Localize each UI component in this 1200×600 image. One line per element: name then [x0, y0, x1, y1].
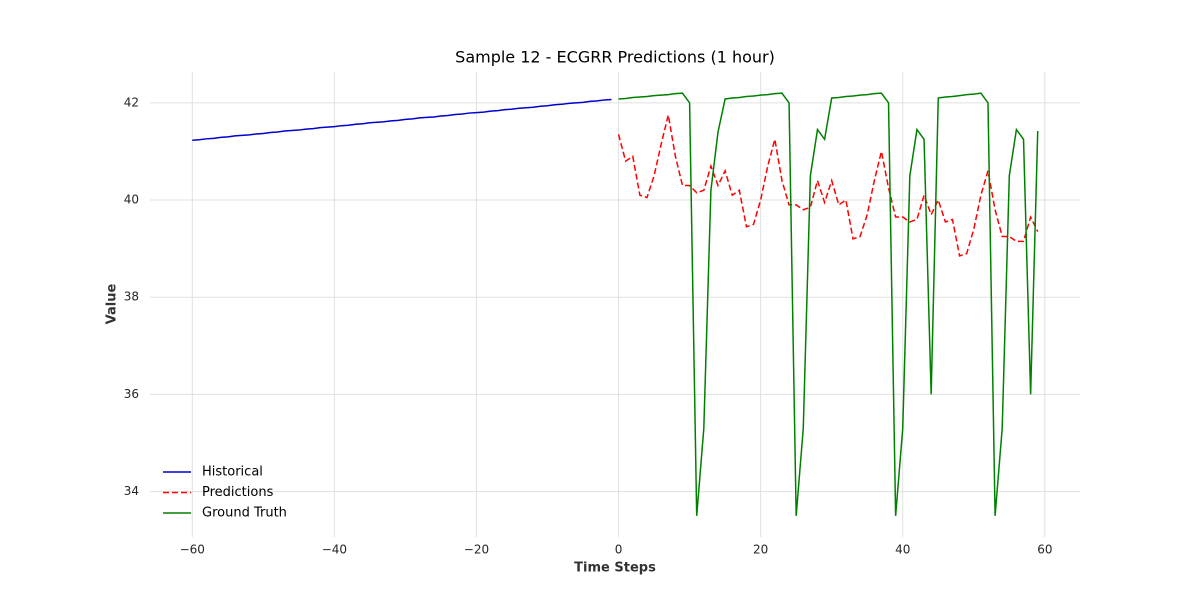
chart-title: Sample 12 - ECGRR Predictions (1 hour) [455, 48, 775, 67]
y-axis-label: Value [105, 283, 120, 324]
x-tick-label: −20 [464, 543, 489, 557]
y-tick-label: 40 [124, 193, 139, 207]
x-axis-label: Time Steps [574, 561, 656, 576]
line [617, 114, 1039, 257]
y-tick-label: 42 [124, 95, 139, 109]
x-tick-label: 40 [895, 543, 910, 557]
x-tick-label: 0 [615, 543, 623, 557]
x-tick-label: −40 [322, 543, 347, 557]
grid [150, 72, 1080, 537]
legend-label: Historical [202, 465, 263, 480]
legend-label: Predictions [202, 485, 274, 500]
line [192, 98, 612, 142]
legend: Historical Predictions Ground Truth [163, 465, 287, 521]
line [618, 92, 1039, 516]
x-tick-label: −60 [180, 543, 205, 557]
x-tick-label: 60 [1037, 543, 1052, 557]
y-tick-label: 36 [124, 387, 139, 401]
legend-label: Ground Truth [202, 506, 287, 521]
y-tick-label: 34 [124, 484, 139, 498]
x-tick-label: 20 [753, 543, 768, 557]
y-tick-label: 38 [124, 290, 139, 304]
